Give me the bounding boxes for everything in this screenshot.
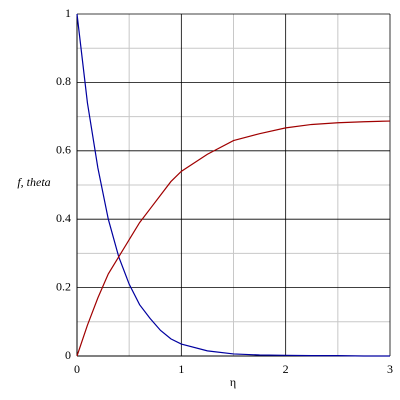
line-series [76,13,390,357]
y-tick-label: 1 [65,6,71,20]
x-tick-label: 1 [178,362,184,376]
y-tick-label: 0.2 [56,279,71,293]
y-tick-label: 0.6 [56,143,71,157]
y-axis-label: f, theta [17,175,50,189]
line-series [76,120,391,357]
x-axis-label: η [230,375,236,389]
y-tick-label: 0.8 [56,74,71,88]
x-tick-label: 2 [283,362,289,376]
y-tick-label: 0 [65,348,71,362]
y-tick-label: 0.4 [56,211,71,225]
x-tick-label: 3 [387,362,393,376]
x-tick-label: 0 [74,362,80,376]
